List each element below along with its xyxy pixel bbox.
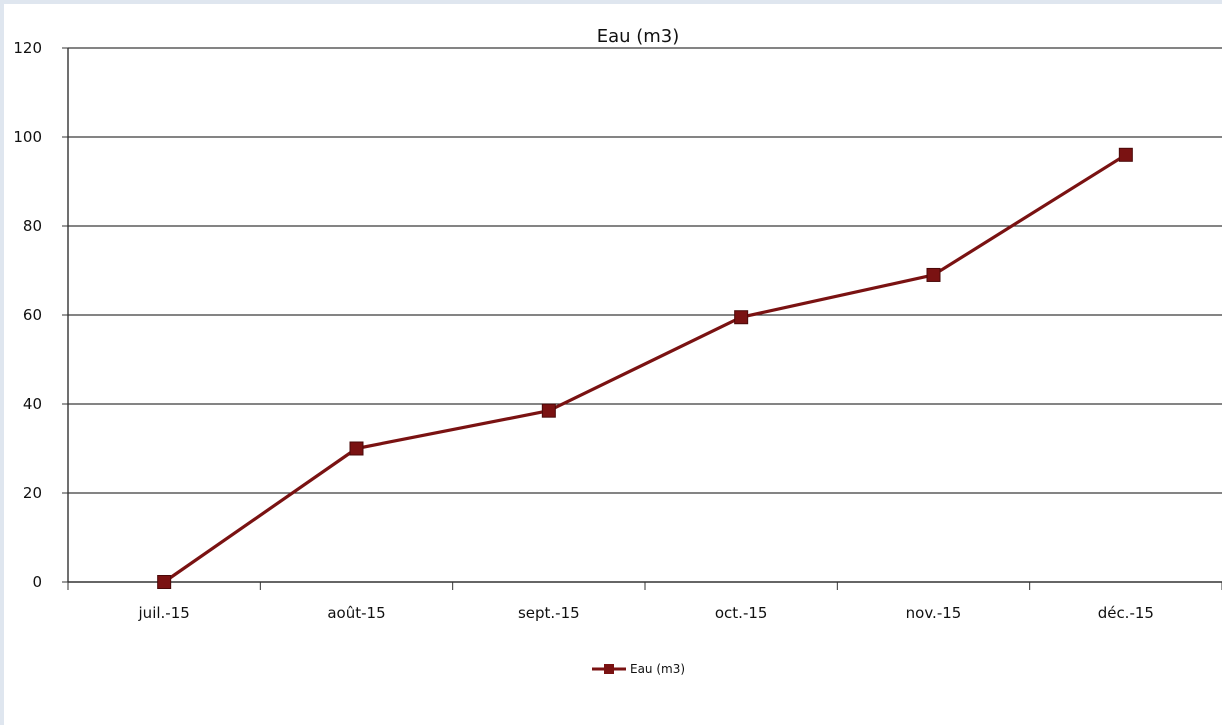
- x-tick-label: sept.-15: [518, 604, 580, 622]
- legend-label: Eau (m3): [630, 662, 685, 676]
- x-tick-label: juil.-15: [138, 604, 190, 622]
- chart-frame: Eau (m3) 0 20 40 60 80 100 120 juil.-15 août-15 s…: [4, 4, 1222, 725]
- y-tick-label: 120: [13, 39, 42, 57]
- y-tick-label: 100: [13, 128, 42, 146]
- chart-title: Eau (m3): [597, 26, 680, 47]
- x-tick-label: août-15: [327, 604, 385, 622]
- y-tick-label: 60: [23, 306, 42, 324]
- series-line: [163, 153, 1127, 584]
- legend-marker-sample: [604, 664, 614, 674]
- x-tick-label: oct.-15: [715, 604, 768, 622]
- x-tick-label: déc.-15: [1098, 604, 1154, 622]
- data-point-marker: [349, 441, 364, 456]
- y-tick-label: 20: [23, 484, 42, 502]
- data-point-marker: [1118, 147, 1133, 162]
- y-tick-label: 0: [32, 573, 42, 591]
- x-tick-label: nov.-15: [906, 604, 962, 622]
- data-point-marker: [734, 310, 749, 325]
- data-point-marker: [926, 267, 941, 282]
- line-chart: Eau (m3) 0 20 40 60 80 100 120 juil.-15 août-15 s…: [13, 26, 1222, 676]
- data-point-marker: [157, 575, 172, 589]
- data-point-marker: [541, 403, 556, 418]
- y-tick-label: 40: [23, 395, 42, 413]
- y-tick-label: 80: [23, 217, 42, 235]
